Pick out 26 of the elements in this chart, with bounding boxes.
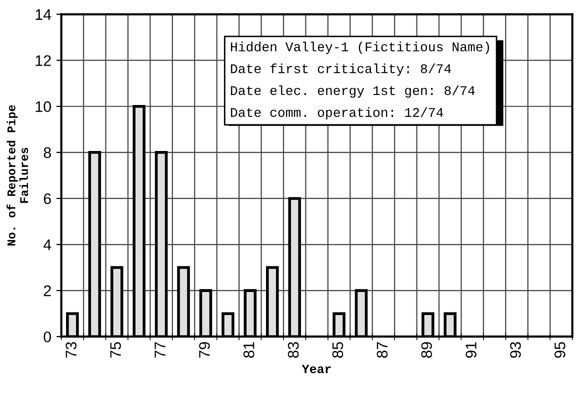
x-tick-label: 87	[376, 342, 388, 358]
x-tick-label: 91	[466, 342, 476, 358]
y-tick-label: 12	[36, 55, 51, 66]
x-tick-label: 73	[66, 342, 77, 358]
x-tick-label: 85	[332, 342, 344, 358]
annotation: Hidden Valley-1 (Fictitious Name)	[230, 42, 490, 54]
y-tick-label: 6	[44, 193, 51, 204]
annotation: Date comm. operation: 12/74	[230, 107, 444, 120]
x-tick-label: 81	[243, 342, 254, 358]
y-tick-label: 14	[36, 9, 52, 20]
x-tick-label: 75	[110, 342, 121, 358]
annotation: Date first criticality: 8/74	[230, 64, 451, 76]
annotation: Date elec. energy 1st gen: 8/74	[230, 85, 475, 98]
y-tick-label: 2	[44, 285, 51, 296]
y-tick-label: 4	[43, 240, 52, 250]
x-tick-label: 77	[154, 342, 166, 358]
y-axis-title: No. of Reported Pipe Failures	[6, 105, 28, 246]
x-tick-label: 93	[510, 342, 521, 358]
y-tick-label: 0	[44, 331, 51, 342]
y-tick-label: 10	[36, 101, 51, 112]
x-tick-label: 95	[554, 342, 566, 358]
x-tick-label: 79	[199, 342, 210, 358]
y-tick-label: 8	[44, 147, 51, 158]
x-axis-title: Year	[302, 364, 331, 374]
x-tick-label: 83	[288, 342, 299, 358]
x-tick-label: 89	[421, 342, 432, 358]
